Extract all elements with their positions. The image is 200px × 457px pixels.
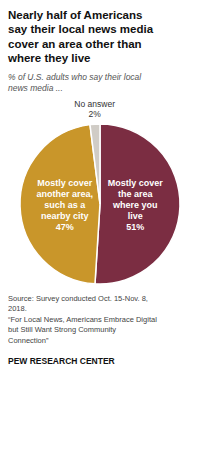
html-text:Source: Survey conducted Oct.: Source: Survey conducted Oct. 15-Nov. 8,…	[8, 293, 157, 345]
svg-text:Mostly coverthe areawhere youl: Mostly coverthe areawhere youlive51%	[108, 178, 164, 232]
html-text:PEW RESEARCH CENTER: PEW RESEARCH CENTER	[8, 356, 115, 367]
svg-text:No answer2%: No answer2%	[74, 99, 115, 119]
svg-text:Mostly coveranother area,such: Mostly coveranother area,such as anearby…	[37, 178, 94, 232]
html-text:% of U.S. adults who say their: % of U.S. adults who say their local new…	[8, 71, 142, 93]
html-text:Nearly half of Americans say t: Nearly half of Americans say their local…	[8, 9, 154, 65]
